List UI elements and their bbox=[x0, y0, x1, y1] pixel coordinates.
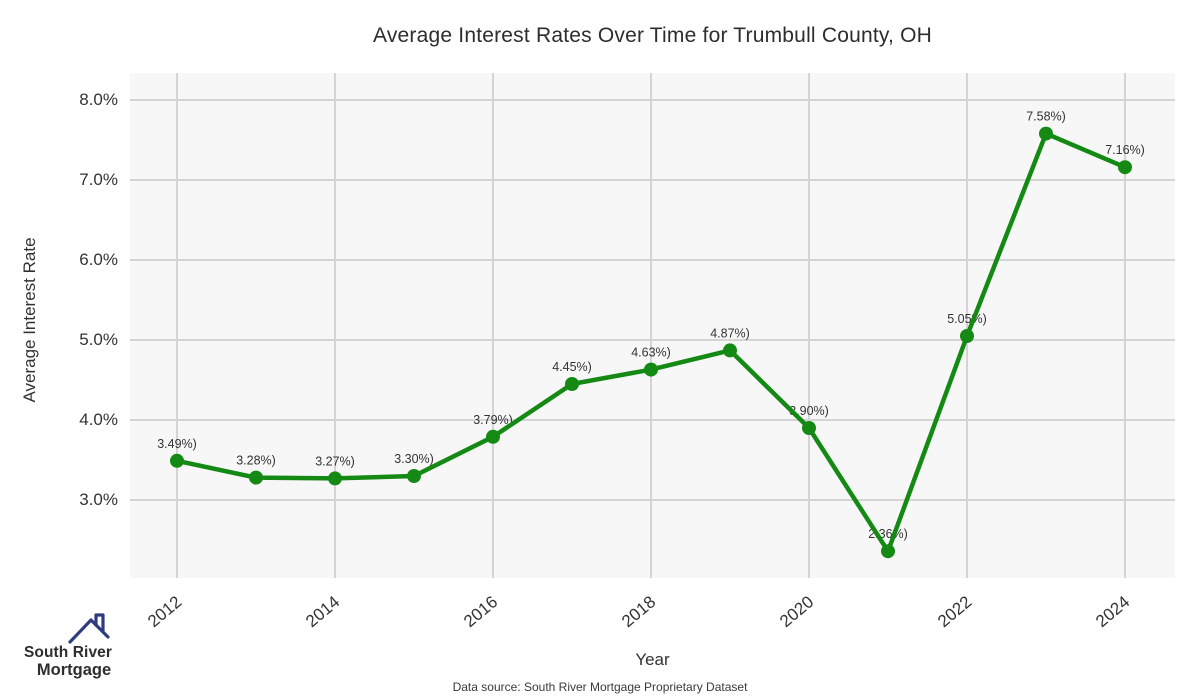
y-tick-label: 7.0% bbox=[79, 170, 118, 189]
data-point-label: 3.27%) bbox=[315, 454, 355, 468]
data-point-label: 3.90%) bbox=[789, 404, 829, 418]
y-tick-label: 5.0% bbox=[79, 330, 118, 349]
y-tick-label: 4.0% bbox=[79, 410, 118, 429]
data-point bbox=[881, 544, 895, 559]
data-point-label: 4.63%) bbox=[631, 346, 671, 360]
x-tick-label: 2022 bbox=[934, 592, 976, 632]
data-point bbox=[1118, 160, 1132, 175]
x-tick-label: 2014 bbox=[302, 592, 344, 632]
data-point bbox=[486, 429, 500, 444]
x-tick-label: 2012 bbox=[144, 592, 186, 632]
data-point bbox=[644, 362, 658, 377]
data-point-label: 7.16%) bbox=[1105, 143, 1145, 157]
data-point-label: 3.49%) bbox=[157, 437, 197, 451]
data-point bbox=[170, 453, 184, 468]
data-point-label: 5.05%) bbox=[947, 312, 987, 326]
house-roof-icon bbox=[68, 613, 110, 644]
data-point bbox=[1039, 126, 1053, 141]
line-chart-svg: 3.49%) 3.28%) 3.27%) 3.30%) 3.79%) 4.45%) 4.63… bbox=[130, 73, 1175, 578]
data-point-label: 3.30%) bbox=[394, 452, 434, 466]
data-source-note: Data source: South River Mortgage Propri… bbox=[452, 680, 748, 694]
x-tick-label: 2024 bbox=[1092, 592, 1134, 632]
data-point bbox=[802, 421, 816, 435]
y-tick-label: 3.0% bbox=[79, 490, 118, 509]
data-point bbox=[960, 329, 974, 343]
y-tick-label: 6.0% bbox=[79, 250, 118, 269]
data-point bbox=[565, 377, 579, 391]
plot-panel: 3.49%) 3.28%) 3.27%) 3.30%) 3.79%) 4.45%) 4.63… bbox=[130, 73, 1175, 578]
x-tick-label: 2016 bbox=[460, 592, 502, 632]
data-point bbox=[723, 343, 737, 358]
data-point-label: 7.58%) bbox=[1026, 110, 1066, 124]
chart-title: Average Interest Rates Over Time for Tru… bbox=[373, 24, 932, 47]
y-tick-label: 8.0% bbox=[79, 90, 118, 109]
data-point bbox=[249, 470, 263, 485]
data-point-label: 3.28%) bbox=[236, 454, 276, 468]
data-point bbox=[407, 469, 421, 483]
logo-text-south-river: South River bbox=[23, 644, 113, 661]
x-axis-title: Year bbox=[635, 650, 670, 669]
data-point bbox=[328, 471, 342, 486]
south-river-mortgage-logo: South River Mortgage bbox=[20, 608, 116, 688]
data-point-label: 4.87%) bbox=[710, 326, 750, 340]
x-tick-label: 2018 bbox=[618, 592, 660, 632]
logo-text-mortgage: Mortgage bbox=[36, 661, 112, 679]
data-point-label: 4.45%) bbox=[552, 360, 592, 374]
x-tick-label: 2020 bbox=[776, 592, 818, 632]
data-point-label: 3.79%) bbox=[473, 413, 513, 427]
